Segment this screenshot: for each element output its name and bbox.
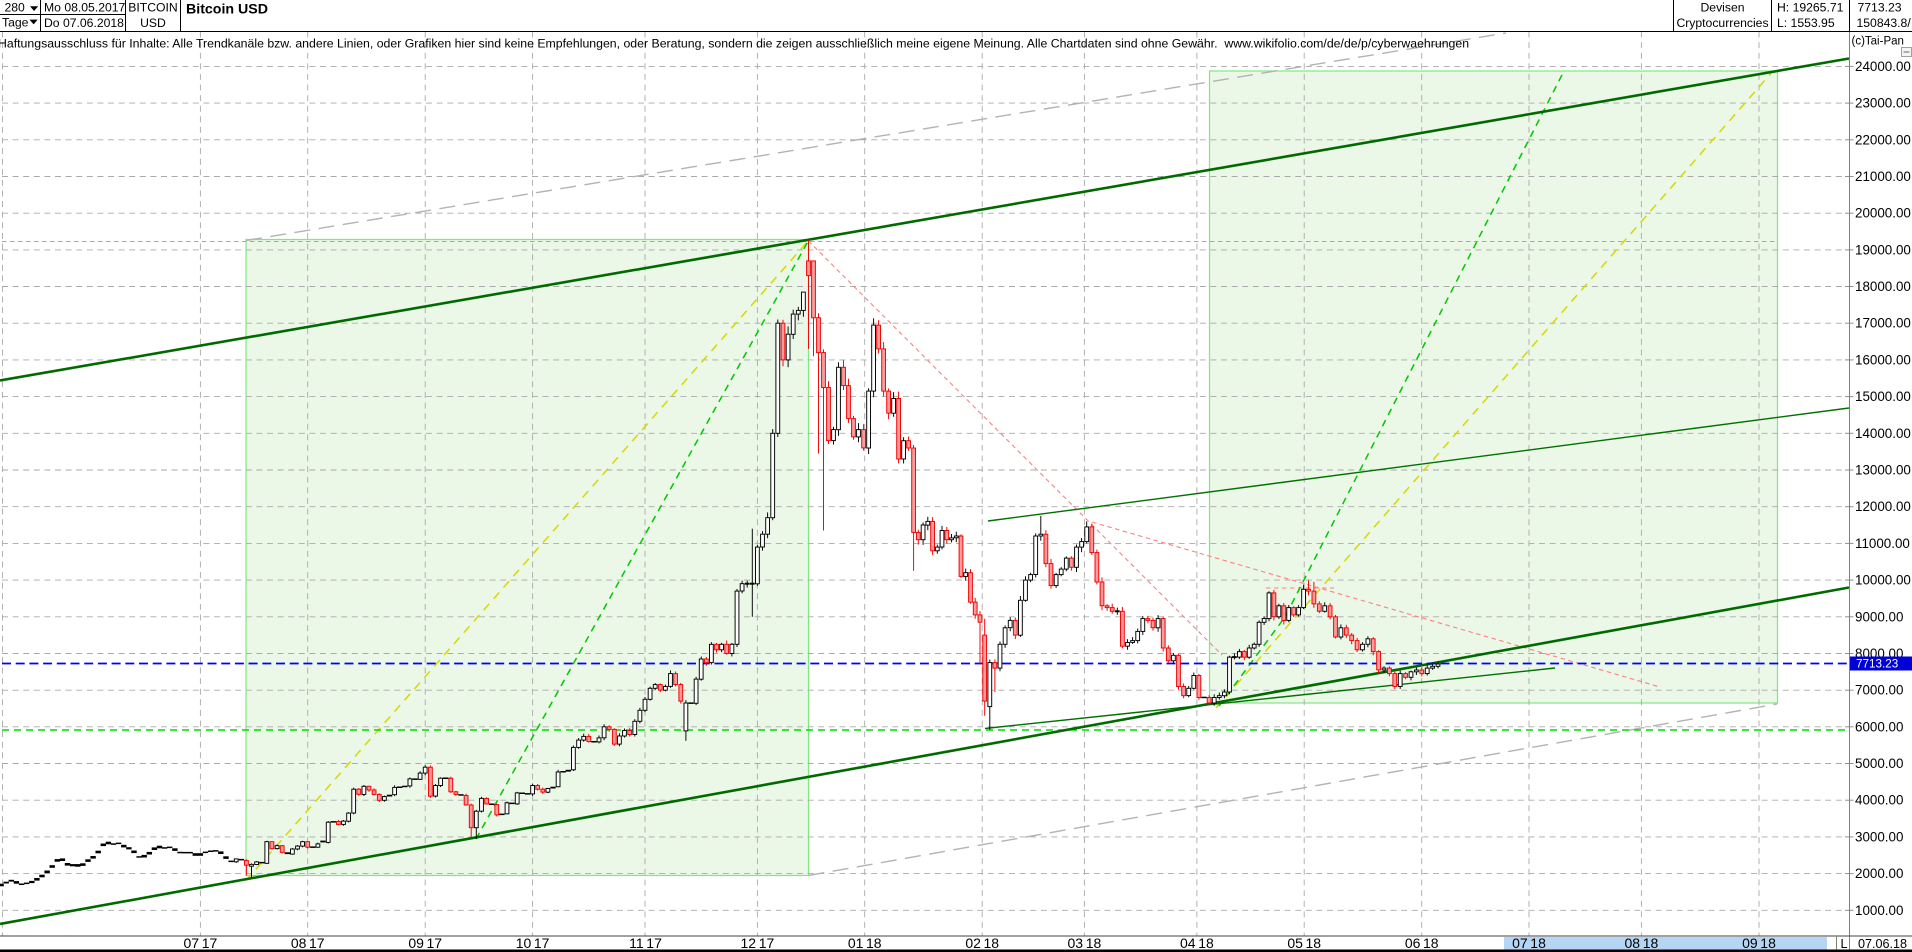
svg-text:11: 11 [629,935,644,951]
svg-text:18: 18 [1643,935,1659,951]
svg-text:3000.00: 3000.00 [1855,829,1903,844]
svg-text:22000.00: 22000.00 [1855,132,1911,147]
svg-text:10000.00: 10000.00 [1855,573,1911,588]
svg-text:16000.00: 16000.00 [1855,352,1911,367]
svg-text:17: 17 [309,935,325,951]
svg-text:04: 04 [1180,935,1196,951]
svg-text:Devisen: Devisen [1700,1,1744,15]
svg-text:Tage: Tage [2,16,29,30]
svg-text:21000.00: 21000.00 [1855,169,1911,184]
svg-text:05: 05 [1287,935,1303,951]
svg-text:1000.00: 1000.00 [1855,903,1903,918]
svg-text:09: 09 [408,935,424,951]
svg-text:5000.00: 5000.00 [1855,756,1903,771]
svg-text:(c)Tai-Pan: (c)Tai-Pan [1852,36,1904,48]
svg-text:18: 18 [866,935,882,951]
svg-text:L: 1553.95: L: 1553.95 [1777,16,1835,30]
svg-text:17: 17 [534,935,550,951]
svg-text:09: 09 [1742,935,1758,951]
svg-text:18: 18 [984,935,1000,951]
svg-text:13000.00: 13000.00 [1855,463,1911,478]
svg-text:Haftungsausschluss für Inhalte: Haftungsausschluss für Inhalte: Alle Tre… [0,37,1469,51]
svg-text:17: 17 [646,935,662,951]
svg-text:07: 07 [184,935,200,951]
svg-text:15000.00: 15000.00 [1855,389,1911,404]
svg-text:14000.00: 14000.00 [1855,426,1911,441]
svg-text:06: 06 [1405,935,1421,951]
svg-text:07: 07 [1512,935,1528,951]
svg-text:280: 280 [5,1,26,15]
svg-text:18: 18 [1086,935,1102,951]
svg-text:150843.8/: 150843.8/ [1857,16,1912,30]
svg-text:24000.00: 24000.00 [1855,59,1911,74]
svg-text:7000.00: 7000.00 [1855,683,1903,698]
svg-text:18: 18 [1198,935,1214,951]
svg-text:10: 10 [516,935,532,951]
svg-text:02: 02 [965,935,981,951]
svg-text:H: 19265.71: H: 19265.71 [1777,1,1844,15]
svg-text:08: 08 [1625,935,1641,951]
svg-text:BITCOIN: BITCOIN [128,1,177,15]
svg-text:07.06.18: 07.06.18 [1858,937,1907,951]
svg-text:12000.00: 12000.00 [1855,499,1911,514]
svg-text:17000.00: 17000.00 [1855,316,1911,331]
svg-text:03: 03 [1068,935,1084,951]
svg-text:18: 18 [1760,935,1776,951]
svg-text:18: 18 [1423,935,1439,951]
svg-text:23000.00: 23000.00 [1855,96,1911,111]
svg-text:2000.00: 2000.00 [1855,866,1903,881]
svg-text:Do 07.06.2018: Do 07.06.2018 [44,16,124,30]
svg-text:20000.00: 20000.00 [1855,206,1911,221]
svg-text:USD: USD [140,16,166,30]
svg-text:18000.00: 18000.00 [1855,279,1911,294]
svg-text:08: 08 [291,935,307,951]
svg-text:9000.00: 9000.00 [1855,609,1903,624]
svg-text:Cryptocurrencies: Cryptocurrencies [1676,16,1768,30]
svg-text:01: 01 [848,935,864,951]
svg-text:Mo 08.05.2017: Mo 08.05.2017 [44,1,126,15]
svg-text:11000.00: 11000.00 [1855,536,1910,551]
svg-text:7713.23: 7713.23 [1858,1,1902,15]
svg-text:18: 18 [1306,935,1322,951]
svg-text:4000.00: 4000.00 [1855,793,1903,808]
svg-text:17: 17 [202,935,218,951]
svg-text:17: 17 [759,935,775,951]
svg-text:12: 12 [741,935,757,951]
svg-text:Bitcoin USD: Bitcoin USD [186,2,268,18]
svg-text:19000.00: 19000.00 [1855,242,1911,257]
svg-text:7713.23: 7713.23 [1856,658,1898,671]
svg-text:L: L [1840,937,1847,951]
svg-text:6000.00: 6000.00 [1855,719,1903,734]
svg-text:18: 18 [1530,935,1546,951]
svg-text:17: 17 [427,935,443,951]
